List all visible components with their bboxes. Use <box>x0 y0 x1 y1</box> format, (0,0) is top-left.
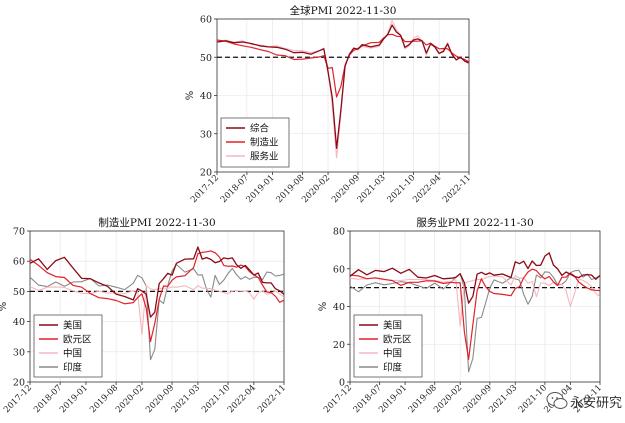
y-axis-label: % <box>185 91 196 101</box>
plot-frame <box>216 18 470 173</box>
series-line-1 <box>216 33 470 98</box>
legend-label: 美国 <box>63 320 82 332</box>
x-tick-label: 2019-08 <box>274 173 306 205</box>
x-tick-label: 2018-07 <box>219 173 251 205</box>
series-line-0 <box>216 24 470 149</box>
x-tick-label: 2022-11 <box>256 383 288 415</box>
legend-label: 服务业 <box>250 151 279 163</box>
series-line-0 <box>349 252 601 304</box>
y-tick-label: 20 <box>13 378 25 389</box>
x-tick-label: 2019-08 <box>407 383 439 415</box>
legend-box <box>33 314 103 378</box>
x-tick-label: 2020-09 <box>330 173 362 205</box>
x-tick-label: 2020-09 <box>462 383 494 415</box>
plot-frame <box>29 230 285 383</box>
x-tick-label: 2022-04 <box>226 383 258 415</box>
y-tick-label: 40 <box>200 91 212 102</box>
chart-title: 制造业PMI 2022-11-30 <box>98 216 215 229</box>
watermark: 永安研究 <box>546 392 622 411</box>
series-line-2 <box>216 19 470 159</box>
series-line-1 <box>349 268 601 360</box>
chart-0: 全球PMI 2022-11-30 20 30 40 50 60% 2017-122018-0… <box>185 4 473 205</box>
legend-label: 制造业 <box>250 137 279 149</box>
series-line-1 <box>29 250 285 343</box>
y-axis-label: % <box>0 302 9 312</box>
x-tick-label: 2018-07 <box>32 383 64 415</box>
x-tick-label: 2020-09 <box>144 383 176 415</box>
x-tick-label: 2019-01 <box>377 383 409 415</box>
plot-frame <box>349 230 601 383</box>
x-tick-label: 2017-12 <box>2 383 34 415</box>
legend-label: 欧元区 <box>383 334 412 346</box>
y-tick-label: 30 <box>13 347 25 358</box>
y-tick-label: 40 <box>13 317 25 328</box>
x-tick-label: 2017-12 <box>322 383 354 415</box>
x-tick-label: 2021-10 <box>200 383 232 415</box>
legend-label: 印度 <box>63 362 83 374</box>
legend-label: 综合 <box>250 123 270 135</box>
y-tick-label: 40 <box>333 302 345 313</box>
series-line-0 <box>29 246 285 318</box>
y-tick-label: 60 <box>333 264 345 275</box>
x-tick-label: 2021-03 <box>487 383 519 415</box>
y-tick-label: 0 <box>339 378 345 389</box>
y-axis-label: % <box>318 302 329 312</box>
y-tick-label: 50 <box>13 287 25 298</box>
x-tick-label: 2018-07 <box>352 383 384 415</box>
legend-box <box>353 314 423 378</box>
x-tick-label: 2019-08 <box>88 383 120 415</box>
legend-label: 中国 <box>383 348 402 360</box>
chart-1: 制造业PMI 2022-11-30203040506070%2017-12201… <box>0 216 288 415</box>
x-tick-label: 2019-01 <box>58 383 90 415</box>
chart-title: 服务业PMI 2022-11-30 <box>416 216 533 229</box>
x-tick-label: 2020-02 <box>432 383 464 415</box>
x-tick-label: 2022-04 <box>411 173 443 205</box>
legend-label: 印度 <box>383 362 403 374</box>
series-line-3 <box>349 269 601 373</box>
x-tick-label: 2021-03 <box>356 173 388 205</box>
chart-2: 服务业PMI 2022-11-30 0 20 40 60 80% 2017-122018-0… <box>318 216 604 415</box>
x-tick-label: 2020-02 <box>114 383 146 415</box>
series-line-2 <box>29 284 285 336</box>
y-tick-label: 20 <box>200 168 212 179</box>
x-tick-label: 2017-12 <box>189 173 221 205</box>
series-line-3 <box>29 263 285 361</box>
y-tick-label: 70 <box>13 227 25 238</box>
watermark-text: 永安研究 <box>570 396 622 411</box>
legend-label: 美国 <box>383 320 402 332</box>
y-tick-label: 50 <box>200 53 212 64</box>
x-tick-label: 2020-02 <box>300 173 332 205</box>
y-tick-label: 60 <box>200 15 212 26</box>
y-tick-label: 30 <box>200 129 212 140</box>
x-tick-label: 2021-03 <box>170 383 202 415</box>
y-tick-label: 60 <box>13 257 25 268</box>
x-tick-label: 2019-01 <box>245 173 277 205</box>
y-tick-label: 80 <box>333 227 345 238</box>
series-line-2 <box>349 275 601 327</box>
legend-box <box>220 117 290 168</box>
x-tick-label: 2021-10 <box>386 173 418 205</box>
wechat-bubble-icon <box>546 392 568 409</box>
y-tick-label: 20 <box>333 340 345 351</box>
x-tick-label: 2022-11 <box>441 173 473 205</box>
chart-title: 全球PMI 2022-11-30 <box>290 4 397 17</box>
legend-label: 欧元区 <box>63 334 92 346</box>
legend-label: 中国 <box>63 348 82 360</box>
